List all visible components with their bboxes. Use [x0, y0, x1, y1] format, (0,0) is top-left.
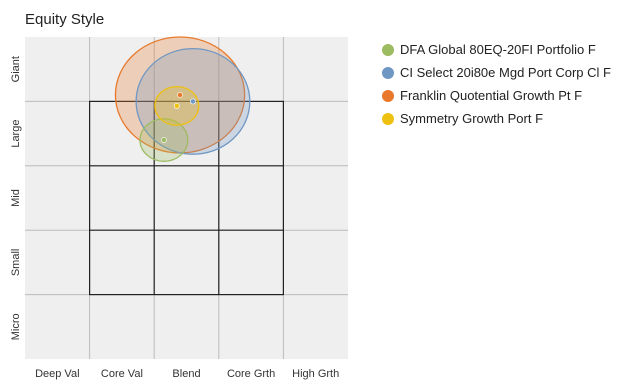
bubbles	[114, 36, 251, 162]
y-tick-label: Small	[10, 249, 22, 277]
plot-background	[25, 37, 348, 359]
style-box-3x3	[88, 100, 285, 296]
legend-swatch	[382, 89, 394, 102]
legend-swatch	[382, 112, 394, 125]
x-tick-label: Blend	[172, 368, 200, 380]
x-tick-label: Core Grth	[227, 368, 275, 380]
legend: DFA Global 80EQ-20FI Portfolio F CI Selec…	[382, 38, 611, 130]
y-axis-labels: Giant Large Mid Small Micro	[10, 56, 22, 340]
legend-item: Symmetry Growth Port F	[382, 107, 611, 130]
legend-item: CI Select 20i80e Mgd Port Corp Cl F	[382, 61, 611, 84]
centroid-point-series-4	[173, 103, 180, 109]
legend-label: DFA Global 80EQ-20FI Portfolio F	[400, 42, 596, 57]
x-tick-label: Deep Val	[35, 368, 79, 380]
legend-label: CI Select 20i80e Mgd Port Corp Cl F	[400, 65, 611, 80]
y-tick-label: Large	[10, 120, 22, 148]
x-tick-label: Core Val	[101, 368, 143, 380]
legend-swatch	[382, 43, 394, 56]
centroid-point-series-1	[160, 137, 167, 143]
y-tick-label: Giant	[10, 56, 22, 82]
style-box-outline	[88, 100, 285, 296]
centroid-point-series-2	[190, 98, 196, 105]
legend-item: Franklin Quotential Growth Pt F	[382, 84, 611, 107]
legend-label: Franklin Quotential Growth Pt F	[400, 88, 583, 103]
legend-item: DFA Global 80EQ-20FI Portfolio F	[382, 38, 611, 61]
y-tick-label: Micro	[10, 313, 22, 340]
y-tick-label: Mid	[10, 189, 22, 207]
legend-label: Symmetry Growth Port F	[400, 111, 544, 126]
chart-title: Equity Style	[25, 11, 104, 28]
legend-swatch	[382, 66, 394, 79]
x-tick-label: High Grth	[292, 368, 339, 380]
x-axis-labels: Deep Val Core Val Blend Core Grth High Grth	[35, 368, 339, 380]
centroid-point-series-3	[177, 92, 183, 98]
